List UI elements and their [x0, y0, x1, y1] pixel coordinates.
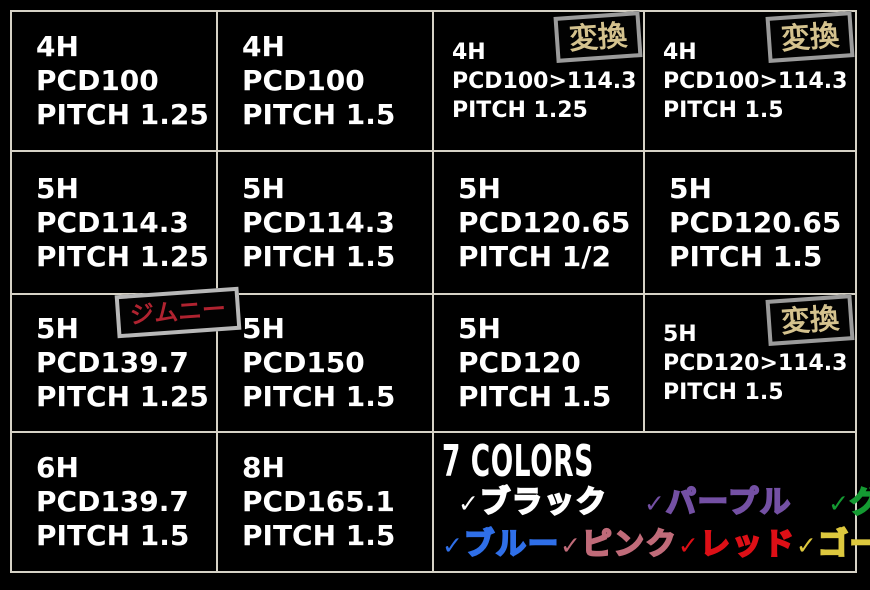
- color-option-red: ✓ レッド: [677, 526, 796, 563]
- spec-pcd: PCD114.3: [36, 205, 189, 239]
- check-icon: ✓: [458, 489, 479, 518]
- spec-pitch: PITCH 1.5: [242, 239, 396, 273]
- colors-title: 7 COLORS: [442, 436, 594, 487]
- check-icon: ✓: [828, 489, 850, 518]
- spec-holes: 5H: [36, 312, 79, 345]
- color-option-purple: ✓ パープル: [643, 484, 793, 521]
- color-name: ゴールド: [817, 526, 870, 562]
- spec-pitch: PITCH 1.5: [663, 379, 784, 405]
- check-icon: ✓: [442, 531, 463, 560]
- spec-holes: 4H: [663, 39, 697, 65]
- color-name: レッド: [699, 526, 796, 562]
- spec-cell: 5H PCD120.65 PITCH 1.5: [645, 152, 855, 295]
- color-option-black: ✓ ブラック: [458, 484, 608, 521]
- spec-cell: 4H PCD100 PITCH 1.5: [218, 12, 434, 152]
- spec-cell: 4H PCD100 PITCH 1.25: [12, 12, 218, 152]
- spec-cell: 8H PCD165.1 PITCH 1.5: [218, 433, 434, 571]
- spec-pitch: PITCH 1.5: [242, 519, 396, 552]
- spec-cell: 5H PCD120.65 PITCH 1/2: [434, 152, 645, 295]
- spec-holes: 6H: [36, 451, 79, 484]
- color-name: パープル: [665, 484, 793, 520]
- spec-pcd: PCD100>114.3: [663, 68, 848, 94]
- color-name: ブラック: [479, 484, 608, 520]
- spec-pcd: PCD100: [36, 64, 159, 97]
- spec-pcd: PCD120>114.3: [663, 350, 848, 376]
- color-name: ブルー: [463, 526, 560, 562]
- spec-holes: 5H: [36, 171, 79, 205]
- color-option-gold: ✓ ゴールド: [795, 526, 870, 563]
- spec-pitch: PITCH 1.5: [669, 239, 823, 273]
- conversion-badge: 変換: [765, 11, 855, 63]
- spec-holes: 5H: [242, 171, 285, 205]
- spec-pcd: PCD139.7: [36, 485, 189, 518]
- colors-section: 7 COLORS ✓ ブラック ✓ パープル ✓ グリーン ✓ ブルー: [434, 433, 870, 571]
- spec-cell: 5H PCD114.3 PITCH 1.5: [218, 152, 434, 295]
- spec-holes: 4H: [36, 30, 79, 63]
- conversion-badge: 変換: [765, 294, 855, 346]
- spec-cell: 5H PCD150 PITCH 1.5: [218, 295, 434, 433]
- spec-holes: 5H: [242, 312, 285, 345]
- spec-pcd: PCD114.3: [242, 205, 395, 239]
- spec-cell: 変換 4H PCD100>114.3 PITCH 1.25: [434, 11, 645, 152]
- spec-holes: 4H: [452, 39, 486, 65]
- spec-pitch: PITCH 1.25: [36, 380, 209, 413]
- color-name: ピンク: [581, 526, 678, 562]
- spec-holes: 5H: [458, 171, 501, 205]
- spec-pcd: PCD120: [458, 346, 581, 379]
- spec-pitch: PITCH 1.5: [242, 380, 396, 413]
- check-icon: ✓: [559, 531, 581, 560]
- spec-holes: 8H: [242, 451, 285, 484]
- color-option-pink: ✓ ピンク: [559, 526, 678, 563]
- check-icon: ✓: [677, 531, 699, 560]
- spec-pcd: PCD165.1: [242, 485, 395, 518]
- spec-cell: 5H PCD114.3 PITCH 1.25: [12, 152, 218, 295]
- check-icon: ✓: [795, 531, 817, 560]
- spec-pcd: PCD100: [242, 64, 365, 97]
- colors-row-1: ✓ ブラック ✓ パープル ✓ グリーン: [442, 484, 870, 521]
- spec-holes: 5H: [669, 171, 712, 205]
- spec-cell: 変換 5H PCD120>114.3 PITCH 1.5: [645, 294, 855, 433]
- spec-table: 4H PCD100 PITCH 1.25 4H PCD100 PITCH 1.5…: [10, 10, 870, 573]
- spec-pcd: PCD100>114.3: [452, 68, 637, 94]
- spec-pcd: PCD139.7: [36, 346, 189, 379]
- spec-holes: 4H: [242, 30, 285, 63]
- spec-cell: 変換 4H PCD100>114.3 PITCH 1.5: [645, 11, 855, 152]
- spec-holes: 5H: [458, 312, 501, 345]
- color-name: グリーン: [849, 484, 870, 520]
- spec-pitch: PITCH 1.5: [242, 98, 396, 131]
- color-option-green: ✓ グリーン: [828, 484, 870, 521]
- spec-cell: 6H PCD139.7 PITCH 1.5: [12, 433, 218, 571]
- spec-pitch: PITCH 1.5: [663, 97, 784, 123]
- conversion-badge: 変換: [553, 11, 643, 63]
- spec-holes: 5H: [663, 321, 697, 347]
- spec-pitch: PITCH 1.25: [452, 97, 588, 123]
- jimny-badge: ジムニー: [114, 286, 242, 339]
- spec-pcd: PCD150: [242, 346, 365, 379]
- spec-pcd: PCD120.65: [669, 205, 842, 239]
- spec-pitch: PITCH 1.25: [36, 98, 209, 131]
- spec-pitch: PITCH 1.5: [458, 380, 612, 413]
- color-option-blue: ✓ ブルー: [442, 526, 560, 563]
- spec-pitch: PITCH 1.5: [36, 519, 190, 552]
- check-icon: ✓: [643, 489, 665, 518]
- colors-row-2: ✓ ブルー ✓ ピンク ✓ レッド ✓ ゴールド: [442, 526, 870, 563]
- spec-cell: ジムニー 5H PCD139.7 PITCH 1.25: [12, 286, 242, 433]
- spec-pitch: PITCH 1.25: [36, 239, 209, 273]
- spec-pitch: PITCH 1/2: [458, 239, 611, 273]
- spec-pcd: PCD120.65: [458, 205, 631, 239]
- spec-cell: 5H PCD120 PITCH 1.5: [434, 295, 645, 433]
